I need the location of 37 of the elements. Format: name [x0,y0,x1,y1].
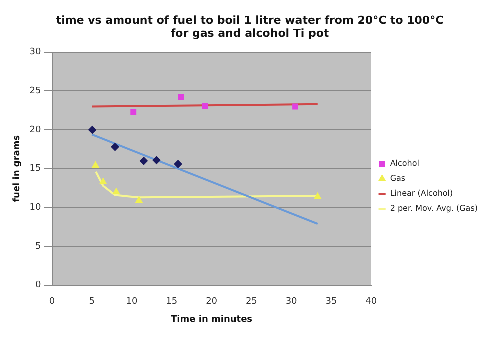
point [140,157,148,166]
point [152,156,161,164]
point [111,143,120,152]
x-tick-label: 25 [246,297,258,308]
x-axis-title: Time in minutes [171,314,253,325]
point [88,126,97,134]
x-tick-label: 20 [206,297,218,308]
legend-label: Gas [390,174,406,184]
x-tick-label: 35 [326,297,338,308]
point [178,94,184,100]
point [92,162,100,168]
point [314,192,322,200]
y-tick-label: 30 [30,48,42,58]
x-tick-label: 15 [166,297,178,308]
x-tick-label: 5 [89,297,95,308]
x-tick-label: 10 [126,297,138,308]
y-tick-label: 10 [30,203,42,214]
point [100,178,107,184]
point [130,109,137,116]
legend-label: Alcohol [390,159,420,168]
y-tick-label: 0 [36,280,42,291]
x-tick-label: 30 [286,297,298,308]
point [174,160,182,168]
legend-label: Linear (Alcohol) [390,189,454,198]
point [202,103,208,109]
x-tick-label: 0 [49,297,56,308]
point [112,188,120,194]
x-tick-label: 40 [366,297,378,308]
y-tick-label: 20 [30,125,42,136]
y-tick-label: 15 [30,164,42,174]
legend-label: 2 per. Mov. Avg. (Gas) [390,204,478,214]
y-tick-label: 25 [30,86,42,97]
chart-title: time vs amount of fuel to boil 1 litre water from 20°C to 100°C for gas and alcohol Ti pot [55,13,445,42]
y-tick-label: 5 [36,242,42,252]
y-axis-title: fuel in grams [12,135,23,202]
point [136,196,143,203]
point [292,104,299,110]
